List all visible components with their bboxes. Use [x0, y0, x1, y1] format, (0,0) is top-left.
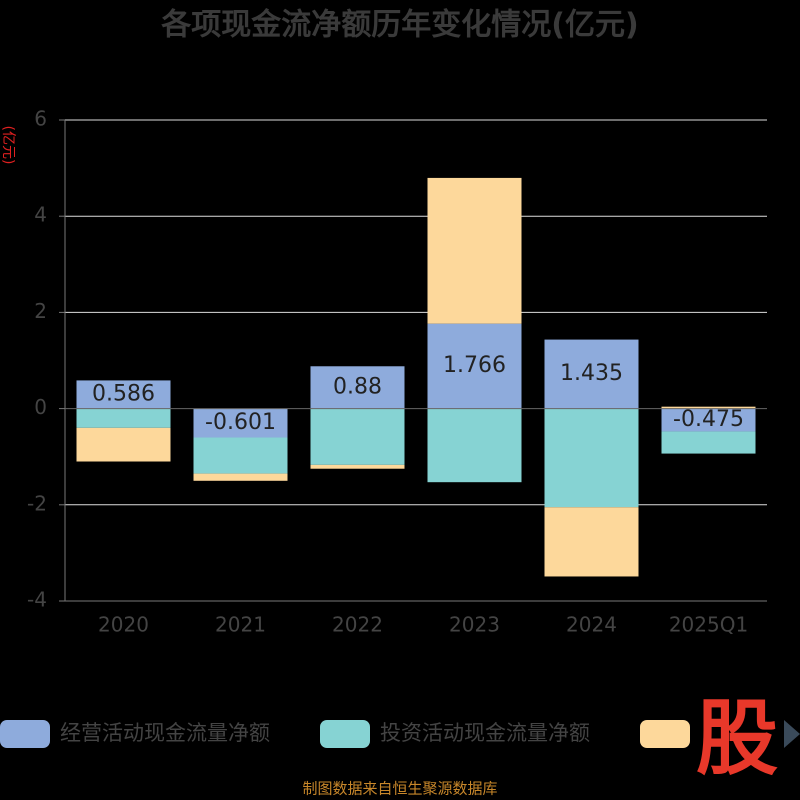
legend-item[interactable]: 投资活动现金流量净额	[320, 720, 590, 748]
bar	[661, 431, 756, 454]
legend-label: 经营活动现金流量净额	[60, 721, 270, 745]
x-tick-label: 2021	[215, 613, 266, 637]
logo: 股	[696, 691, 778, 786]
y-tick-label: 0	[34, 395, 47, 419]
bar	[310, 366, 405, 409]
y-tick-label: -2	[27, 491, 47, 515]
bar	[310, 464, 405, 469]
data-label: 1.766	[443, 353, 506, 378]
legend-swatch	[0, 720, 50, 748]
data-label: -0.475	[673, 407, 744, 432]
x-tick-label: 2022	[332, 613, 383, 637]
bar	[544, 507, 639, 577]
bar	[193, 408, 288, 438]
bar	[427, 408, 522, 483]
x-tick-label: 2020	[98, 613, 149, 637]
bar	[661, 408, 756, 432]
bar	[193, 437, 288, 474]
legend-label: 投资活动现金流量净额	[380, 721, 590, 745]
x-tick-label: 2025Q1	[669, 613, 748, 637]
bar	[76, 427, 171, 462]
bar	[310, 408, 405, 465]
legend-item[interactable]	[640, 720, 690, 748]
legend-swatch	[320, 720, 370, 748]
data-label: -0.601	[205, 410, 276, 435]
y-tick-label: 4	[34, 203, 47, 227]
bar	[427, 177, 522, 324]
x-tick-label: 2024	[566, 613, 617, 637]
data-label: 0.88	[333, 374, 382, 399]
y-tick-label: 2	[34, 299, 47, 323]
x-tick-label: 2023	[449, 613, 500, 637]
bar	[544, 408, 639, 508]
chart-title: 各项现金流净额历年变化情况(亿元)	[160, 8, 638, 43]
y-tick-label: 6	[34, 107, 47, 131]
y-tick-label: -4	[27, 588, 47, 612]
bar	[193, 473, 288, 481]
bar	[76, 380, 171, 409]
y-axis-label: (亿元)	[0, 126, 16, 165]
source-note: 制图数据来自恒生聚源数据库	[302, 780, 497, 798]
bar	[544, 339, 639, 409]
data-label: 1.435	[560, 361, 623, 386]
legend-arrow	[784, 720, 800, 748]
legend-item[interactable]: 经营活动现金流量净额	[0, 720, 270, 748]
bar	[427, 323, 522, 409]
bar	[661, 406, 756, 409]
bar	[76, 408, 171, 428]
legend-swatch	[640, 720, 690, 748]
data-label: 0.586	[92, 382, 155, 407]
